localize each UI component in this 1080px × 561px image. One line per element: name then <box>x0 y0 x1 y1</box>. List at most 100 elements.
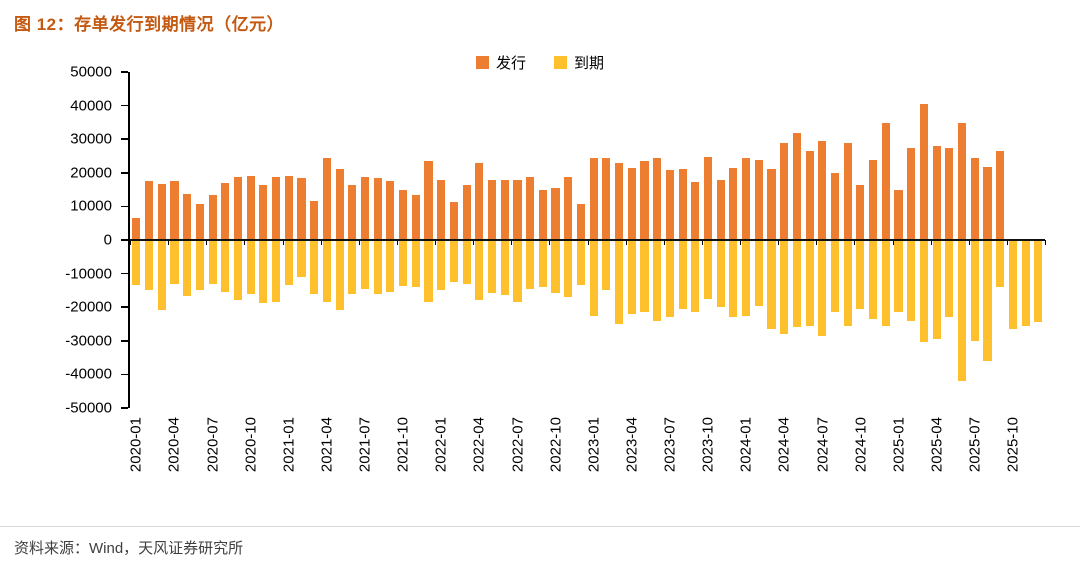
issuance-swatch-icon <box>475 56 489 69</box>
y-axis-label: -10000 <box>65 265 112 283</box>
bar-maturity <box>805 240 814 326</box>
month-slot <box>422 72 435 408</box>
bar-maturity <box>411 240 420 288</box>
bar-maturity <box>691 240 700 313</box>
bar-maturity <box>221 240 230 293</box>
bar-issuance <box>183 193 192 240</box>
bar-maturity <box>919 240 928 343</box>
bar-issuance <box>818 140 827 240</box>
bar-issuance <box>246 176 255 240</box>
month-slot <box>206 72 219 408</box>
bar-maturity <box>297 240 306 277</box>
x-axis-tick <box>396 240 398 245</box>
bar-maturity <box>564 240 573 298</box>
bar-maturity <box>373 240 382 295</box>
bar-issuance <box>424 161 433 240</box>
bar-maturity <box>818 240 827 336</box>
bar-issuance <box>970 157 979 240</box>
bar-issuance <box>157 183 166 240</box>
y-axis-label: 30000 <box>70 130 112 148</box>
x-axis-tick <box>358 240 360 245</box>
y-axis-tick <box>121 373 128 376</box>
month-slot <box>689 72 702 408</box>
bar-maturity <box>526 240 535 289</box>
bar-maturity <box>348 240 357 294</box>
bar-maturity <box>310 240 319 294</box>
bar-issuance <box>805 150 814 240</box>
bar-issuance <box>843 143 852 240</box>
bar-maturity <box>970 240 979 341</box>
x-axis-label: 2025-10 <box>1004 417 1022 473</box>
legend-label-maturity: 到期 <box>574 55 605 72</box>
y-axis-label: -40000 <box>65 365 112 383</box>
bar-maturity <box>894 240 903 313</box>
x-axis-tick <box>930 240 932 245</box>
month-slot <box>829 72 842 408</box>
bar-maturity <box>780 240 789 335</box>
bar-maturity <box>856 240 865 309</box>
x-axis-tick <box>473 240 475 245</box>
month-slot <box>638 72 651 408</box>
page-title: 图 12：存单发行到期情况（亿元） <box>14 15 285 34</box>
source-text: 资料来源：Wind，天风证券研究所 <box>14 540 244 557</box>
bar-maturity <box>945 240 954 318</box>
month-slot <box>562 72 575 408</box>
x-axis-tick <box>625 240 627 245</box>
bar-issuance <box>132 218 141 240</box>
bar-maturity <box>1034 240 1043 323</box>
month-slot <box>600 72 613 408</box>
month-slot <box>981 72 994 408</box>
plot-area <box>130 72 1045 408</box>
bar-maturity <box>475 240 484 300</box>
bar-issuance <box>881 123 890 240</box>
x-axis-label: 2021-10 <box>394 417 412 473</box>
x-axis-tick <box>206 240 208 245</box>
bar-issuance <box>297 177 306 240</box>
month-slot <box>956 72 969 408</box>
bar-maturity <box>424 240 433 303</box>
bar-maturity <box>932 240 941 340</box>
bar-maturity <box>500 240 509 296</box>
x-axis-tick <box>511 240 513 245</box>
bar-maturity <box>767 240 776 330</box>
bar-maturity <box>729 240 738 318</box>
x-axis-label: 2020-10 <box>242 417 260 473</box>
bar-issuance <box>386 180 395 240</box>
month-slot <box>435 72 448 408</box>
month-slot <box>448 72 461 408</box>
chart-legend: 发行 到期 <box>0 52 1080 73</box>
bar-issuance <box>170 181 179 240</box>
x-axis-label: 2025-07 <box>966 417 984 473</box>
bar-maturity <box>792 240 801 328</box>
month-slot <box>740 72 753 408</box>
bar-issuance <box>576 204 586 240</box>
bar-maturity <box>538 240 547 288</box>
month-slot <box>486 72 499 408</box>
bar-issuance <box>615 162 624 240</box>
bar-issuance <box>551 187 560 240</box>
month-slot <box>892 72 905 408</box>
bar-issuance <box>208 195 217 240</box>
month-slot <box>778 72 791 408</box>
x-axis-tick <box>549 240 551 245</box>
x-axis-tick <box>130 240 131 245</box>
bar-maturity <box>246 240 255 294</box>
bar-maturity <box>957 240 967 382</box>
bar-issuance <box>919 103 928 240</box>
month-slot <box>219 72 232 408</box>
bar-issuance <box>907 147 916 240</box>
bar-issuance <box>399 189 408 240</box>
bar-issuance <box>754 160 763 240</box>
bar-maturity <box>208 240 217 284</box>
bar-maturity <box>513 240 522 303</box>
bar-maturity <box>233 240 243 301</box>
x-axis-label: 2024-01 <box>737 417 755 473</box>
month-slot <box>587 72 600 408</box>
month-slot <box>473 72 486 408</box>
bar-maturity <box>284 240 293 286</box>
month-slot <box>270 72 283 408</box>
month-slot <box>295 72 308 408</box>
month-slot <box>194 72 207 408</box>
month-slot <box>371 72 384 408</box>
month-slot <box>943 72 956 408</box>
